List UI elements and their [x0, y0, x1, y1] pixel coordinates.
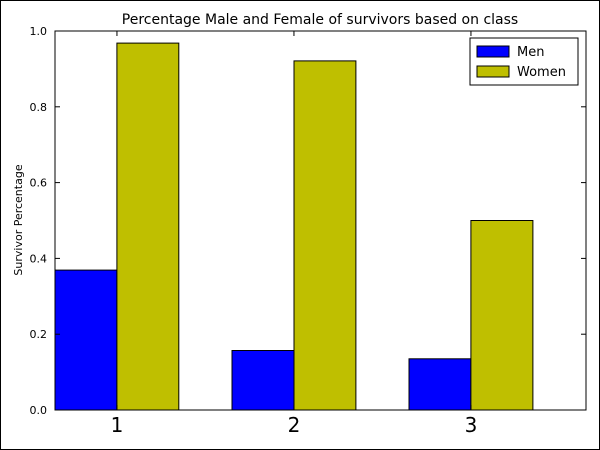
y-tick-label: 0.8: [30, 101, 48, 114]
x-tick-label: 1: [111, 413, 124, 437]
bar-women-class-2: [293, 60, 357, 411]
legend-label-women: Women: [517, 65, 566, 80]
legend: Men Women: [469, 37, 579, 86]
y-axis-ticks: 0.0 0.2 0.4 0.6 0.8 1.0: [30, 25, 586, 417]
y-axis-label: Survivor Percentage: [12, 164, 25, 275]
bar-men-class-1: [54, 269, 118, 411]
legend-swatch-women: [476, 65, 510, 78]
x-tick-label: 3: [465, 413, 478, 437]
y-tick-label: 1.0: [30, 25, 48, 38]
x-tick-label: 2: [288, 413, 301, 437]
x-axis-ticks: 1 2 3: [111, 31, 478, 437]
bar-women-class-1: [116, 42, 180, 411]
bar-women-class-3: [470, 220, 534, 411]
legend-swatch-men: [476, 45, 510, 58]
legend-label-men: Men: [517, 45, 544, 60]
y-tick-label: 0.4: [30, 252, 48, 265]
bars-group: [54, 42, 534, 411]
y-tick-label: 0.6: [30, 177, 48, 190]
chart-title: Percentage Male and Female of survivors …: [122, 12, 518, 28]
bar-men-class-3: [408, 358, 472, 411]
bar-men-class-2: [231, 350, 295, 411]
y-tick-label: 0.0: [30, 404, 48, 417]
y-tick-label: 0.2: [30, 328, 48, 341]
